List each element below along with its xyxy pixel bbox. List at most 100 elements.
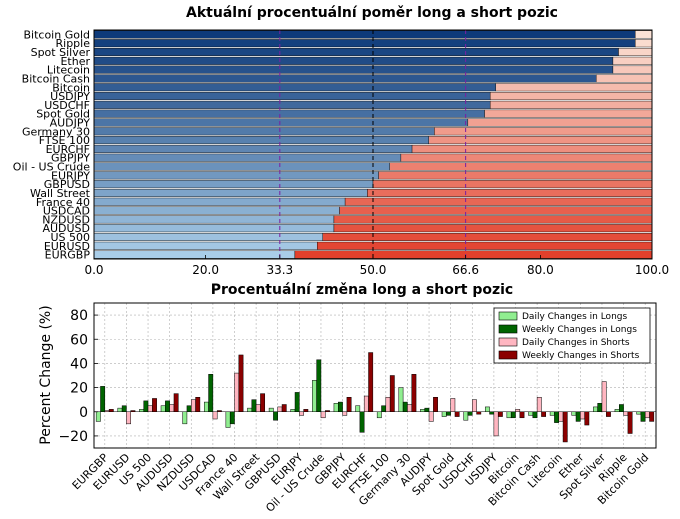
bottom-y-tick-label: −20: [58, 429, 88, 445]
top-category-label: France 40: [36, 196, 90, 209]
bar-weekly-changes-in-shorts-gbpjpy: [346, 397, 352, 412]
bottom-chart-title: Procentuální změna long a short pozic: [211, 282, 513, 298]
top-x-tick-label: 33.3: [266, 263, 293, 277]
bar-daily-changes-in-longs-spot-gold: [441, 411, 447, 417]
bar-daily-changes-in-longs-spot-silver: [593, 406, 598, 412]
bar-weekly-changes-in-shorts-eurjpy: [303, 409, 309, 413]
bar-weekly-changes-in-longs-eurjpy: [294, 392, 300, 412]
bar-weekly-changes-in-shorts-us-500: [152, 398, 157, 413]
bar-long-eurchf: [93, 144, 413, 153]
bar-weekly-changes-in-shorts-audusd: [173, 393, 179, 412]
bar-weekly-changes-in-shorts-germany-30: [411, 374, 417, 412]
bottom-plot-frame: [93, 302, 657, 449]
bar-weekly-changes-in-shorts-audjpy: [433, 397, 438, 412]
bar-short-usdcad: [339, 206, 653, 215]
bar-daily-changes-in-shorts-gbpjpy: [342, 411, 348, 416]
bar-short-bitcoin: [495, 83, 653, 92]
bar-short-audjpy: [467, 118, 653, 127]
legend-swatch-weekly-shorts: [498, 350, 518, 360]
top-x-tick-label: 0.0: [84, 263, 103, 277]
bar-short-audusd: [333, 224, 653, 233]
bar-daily-changes-in-longs-ether: [571, 411, 577, 416]
bar-daily-changes-in-longs-eurjpy: [290, 409, 296, 413]
bottom-y-tick-label: 40: [70, 356, 88, 372]
bar-long-audusd: [93, 224, 335, 233]
bar-weekly-changes-in-shorts-litecoin: [562, 411, 568, 443]
bar-long-nzdusd: [93, 215, 335, 224]
bottom-y-tick-label: 80: [70, 308, 88, 324]
bar-long-gbpjpy: [93, 153, 402, 162]
bar-short-ether: [612, 56, 653, 65]
bar-daily-changes-in-shorts-spot-gold: [450, 398, 456, 413]
bar-weekly-changes-in-longs-usdcad: [208, 374, 214, 412]
bar-daily-changes-in-shorts-france-40: [234, 372, 240, 413]
bar-long-usdjpy: [93, 92, 491, 101]
top-chart-title: Aktuální procentuální poměr long a short…: [186, 5, 558, 21]
bottom-y-tick-labels: −20 0 20 40 60 80: [58, 308, 98, 445]
bar-daily-changes-in-longs-audjpy: [420, 409, 425, 413]
bar-daily-changes-in-longs-usdjpy: [484, 406, 490, 412]
bar-weekly-changes-in-longs-bitcoin: [510, 411, 516, 419]
bar-daily-changes-in-longs-gbpjpy: [333, 403, 339, 412]
top-category-label: FTSE 100: [39, 134, 90, 147]
bar-weekly-changes-in-longs-france-40: [229, 411, 235, 425]
bar-long-eurjpy: [93, 171, 379, 180]
bar-short-spot-gold: [484, 109, 653, 118]
bar-weekly-changes-in-longs-usdchf: [467, 411, 473, 416]
bar-weekly-changes-in-longs-litecoin: [554, 411, 559, 423]
bar-weekly-changes-in-shorts-bitcoin-cash: [541, 411, 547, 417]
legend-label-daily-shorts: Daily Changes in Shorts: [522, 338, 630, 348]
bar-weekly-changes-in-shorts-bitcoin-gold: [649, 411, 655, 422]
top-category-label: EURUSD: [44, 240, 90, 253]
top-category-label: GBPUSD: [44, 178, 90, 191]
top-category-label: Bitcoin Cash: [22, 72, 90, 85]
top-x-tick-label: 80.0: [527, 263, 554, 277]
bar-weekly-changes-in-shorts-ether: [584, 411, 590, 426]
bar-daily-changes-in-shorts-audjpy: [428, 411, 434, 422]
bar-daily-changes-in-longs-bitcoin-gold: [636, 411, 642, 415]
top-category-label: EURCHF: [46, 143, 90, 156]
top-category-label: EURGBP: [45, 249, 91, 262]
bar-daily-changes-in-longs-france-40: [225, 411, 231, 428]
bar-short-nzdusd: [333, 215, 653, 224]
bar-daily-changes-in-longs-usdchf: [463, 411, 469, 421]
bar-daily-changes-in-longs-wall-street: [247, 407, 253, 412]
top-x-tick-labels: 0.0 20.0 33.3 50.0 66.6 80.0 100.0: [84, 255, 669, 277]
legend-label-daily-longs: Daily Changes in Longs: [522, 312, 627, 322]
bar-daily-changes-in-longs-oil-us-crude: [312, 380, 317, 413]
bar-long-wall-street: [93, 188, 368, 197]
bar-long-eurgbp: [93, 250, 296, 259]
bar-weekly-changes-in-shorts-spot-silver: [606, 411, 611, 417]
bar-daily-changes-in-longs-litecoin: [549, 411, 555, 416]
bar-daily-changes-in-longs-germany-30: [398, 387, 404, 413]
bar-daily-changes-in-shorts-bitcoin-gold: [644, 411, 650, 419]
bar-long-bitcoin-gold: [93, 30, 636, 39]
bar-daily-changes-in-longs-usdcad: [203, 401, 209, 413]
top-category-label: USDJPY: [50, 90, 90, 103]
legend-swatch-daily-shorts: [498, 337, 518, 347]
bar-daily-changes-in-longs-eurgbp: [95, 411, 101, 422]
bar-daily-changes-in-shorts-nzdusd: [191, 399, 196, 412]
bar-weekly-changes-in-longs-eurgbp: [100, 386, 106, 412]
bar-long-ether: [93, 56, 614, 65]
bottom-y-tick-label: 60: [70, 332, 88, 348]
bar-weekly-changes-in-longs-gbpjpy: [338, 401, 343, 413]
bar-weekly-changes-in-shorts-wall-street: [260, 393, 266, 412]
bar-weekly-changes-in-longs-us-500: [143, 400, 149, 412]
bar-daily-changes-in-shorts-germany-30: [407, 404, 412, 412]
bar-long-spot-silver: [93, 48, 619, 57]
top-category-label: Ripple: [56, 37, 91, 50]
bar-daily-changes-in-shorts-oil-us-crude: [320, 411, 326, 419]
top-x-tick-label: 20.0: [192, 263, 219, 277]
bar-daily-changes-in-shorts-litecoin: [558, 411, 564, 422]
bar-daily-changes-in-longs-audusd: [160, 405, 166, 413]
top-category-label: GBPJPY: [51, 152, 90, 165]
bar-weekly-changes-in-longs-audusd: [165, 400, 170, 412]
bar-short-wall-street: [367, 188, 653, 197]
bar-daily-changes-in-shorts-eurchf: [363, 395, 369, 412]
bar-weekly-changes-in-longs-ripple: [619, 404, 624, 412]
bar-long-bitcoin: [93, 83, 496, 92]
bar-daily-changes-in-shorts-wall-street: [255, 404, 261, 412]
